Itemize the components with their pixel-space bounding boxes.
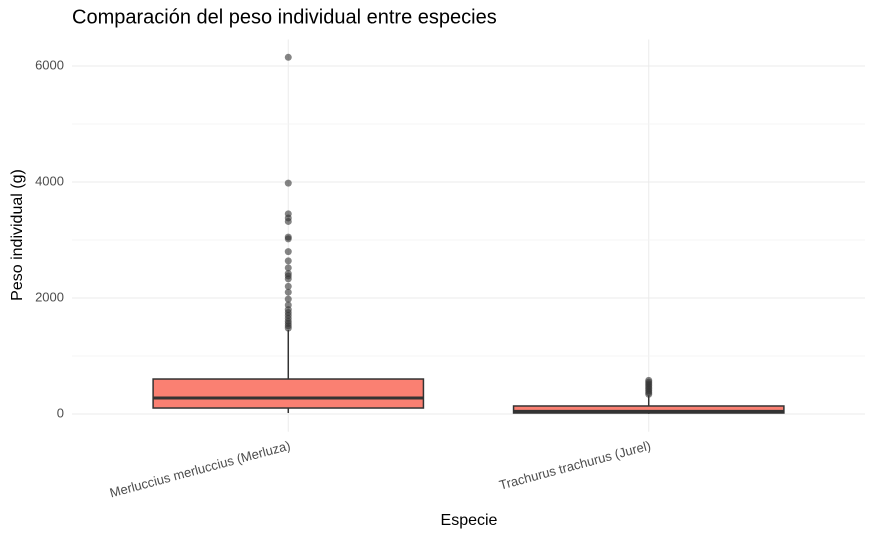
outlier xyxy=(284,295,292,303)
box xyxy=(152,378,425,409)
outlier xyxy=(284,288,292,296)
y-tick-label: 6000 xyxy=(35,57,64,72)
x-tick-label: Trachurus trachurus (Jurel) xyxy=(498,438,653,493)
outlier xyxy=(284,264,292,272)
y-axis-label: Peso individual (g) xyxy=(9,169,26,301)
outlier xyxy=(284,53,292,61)
outlier xyxy=(284,248,292,256)
outlier xyxy=(284,235,292,243)
outlier xyxy=(284,282,292,290)
x-tick-label: Merluccius merluccius (Merluza) xyxy=(108,438,292,501)
box xyxy=(512,405,785,414)
outlier xyxy=(284,324,292,332)
y-tick-label: 0 xyxy=(57,405,64,420)
y-tick-label: 4000 xyxy=(35,173,64,188)
outlier xyxy=(645,376,653,384)
outlier xyxy=(284,217,292,225)
y-tick-label: 2000 xyxy=(35,289,64,304)
outlier xyxy=(284,179,292,187)
x-axis-label: Especie xyxy=(441,512,498,529)
outlier xyxy=(284,275,292,283)
chart-title: Comparación del peso individual entre es… xyxy=(72,6,497,28)
outlier xyxy=(284,257,292,265)
